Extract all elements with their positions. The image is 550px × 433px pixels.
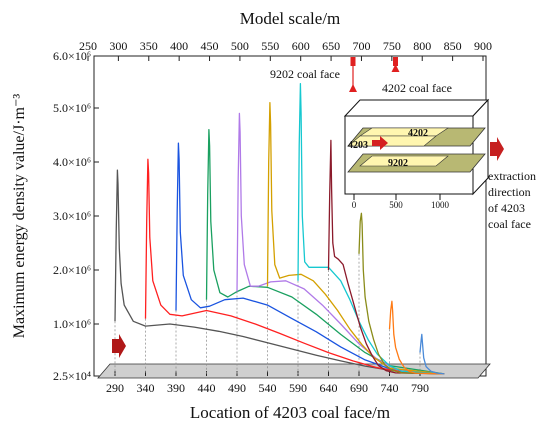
series-line <box>419 333 445 375</box>
x-tick-label: 440 <box>198 381 216 395</box>
series-line <box>388 300 445 375</box>
series-line <box>266 101 445 375</box>
x-tick-label: 590 <box>289 381 307 395</box>
top-tick-label: 450 <box>201 39 219 53</box>
x-tick-label: 490 <box>228 381 246 395</box>
series-line <box>175 142 445 375</box>
top-tick-label: 400 <box>170 39 188 53</box>
y-axis-ticks: 2.5×10⁴ 1.0×10⁶ 2.0×10⁶ 3.0×10⁶ 4.0×10⁶ 5.0×1… <box>53 49 99 383</box>
x-tick-label: 290 <box>106 381 124 395</box>
series-line <box>236 112 445 375</box>
extraction-line-3: of 4203 <box>488 201 525 215</box>
start-arrow-icon <box>112 334 126 358</box>
y-tick-label: 3.0×10⁶ <box>53 209 91 223</box>
x-axis-title: Location of 4203 coal face/m <box>190 403 390 422</box>
y-axis-title: Maximum energy density value/J·m⁻³ <box>11 94 28 339</box>
inset-tick-1000: 1000 <box>431 200 450 210</box>
top-tick-label: 550 <box>261 39 279 53</box>
extraction-line-2: direction <box>488 185 531 199</box>
marker-4202 <box>391 57 400 72</box>
y-tick-label: 5.0×10⁶ <box>53 101 91 115</box>
extraction-line-4: coal face <box>488 217 531 231</box>
extraction-line-1: extraction <box>488 169 536 183</box>
top-tick-label: 800 <box>413 39 431 53</box>
inset-label-4202: 4202 <box>408 128 428 139</box>
inset-tick-0: 0 <box>352 200 357 210</box>
top-tick-label: 850 <box>444 39 462 53</box>
inset-arrow <box>372 136 388 150</box>
x-tick-label: 640 <box>320 381 338 395</box>
top-tick-label: 600 <box>292 39 310 53</box>
top-tick-label: 350 <box>140 39 158 53</box>
top-tick-label: 900 <box>474 39 492 53</box>
top-axis-ticks: 250 300 350 400 450 500 550 600 650 700 750 800 850 9… <box>79 39 492 61</box>
y-tick-label: 1.0×10⁶ <box>53 317 91 331</box>
x-tick-label: 790 <box>411 381 429 395</box>
top-tick-label: 500 <box>231 39 249 53</box>
label-9202-coal-face: 9202 coal face <box>270 67 340 81</box>
inset-tick-500: 500 <box>389 200 403 210</box>
x-tick-label: 340 <box>137 381 155 395</box>
series-line <box>114 169 445 375</box>
reference-dashed-lines <box>114 253 421 374</box>
x-tick-label: 390 <box>167 381 185 395</box>
x-tick-label: 540 <box>259 381 277 395</box>
x-axis-ticks: 290 340 390 440 490 540 590 640 690 740 790 <box>106 371 429 395</box>
y-tick-label: 2.0×10⁶ <box>53 263 91 277</box>
x-tick-label: 690 <box>350 381 368 395</box>
top-tick-label: 300 <box>109 39 127 53</box>
label-4202-coal-face: 4202 coal face <box>382 81 452 95</box>
y-tick-label: 2.5×10⁴ <box>53 369 91 383</box>
top-tick-label: 750 <box>383 39 401 53</box>
x-tick-label: 740 <box>381 381 399 395</box>
inset-label-4203: 4203 <box>348 140 368 151</box>
top-tick-label: 700 <box>352 39 370 53</box>
extraction-arrow-icon <box>490 137 504 161</box>
top-axis-title: Model scale/m <box>240 9 341 28</box>
marker-9202 <box>349 57 357 92</box>
series-line <box>144 158 445 375</box>
series-line <box>358 212 445 375</box>
series-line <box>327 139 445 375</box>
series-lines <box>114 83 445 375</box>
top-tick-label: 650 <box>322 39 340 53</box>
inset-label-9202: 9202 <box>388 158 408 169</box>
y-tick-label: 6.0×10⁶ <box>53 49 91 63</box>
y-tick-label: 4.0×10⁶ <box>53 155 91 169</box>
top-tick-label: 250 <box>79 39 97 53</box>
inset-model: 4202 4203 9202 0 500 1000 <box>343 98 490 210</box>
